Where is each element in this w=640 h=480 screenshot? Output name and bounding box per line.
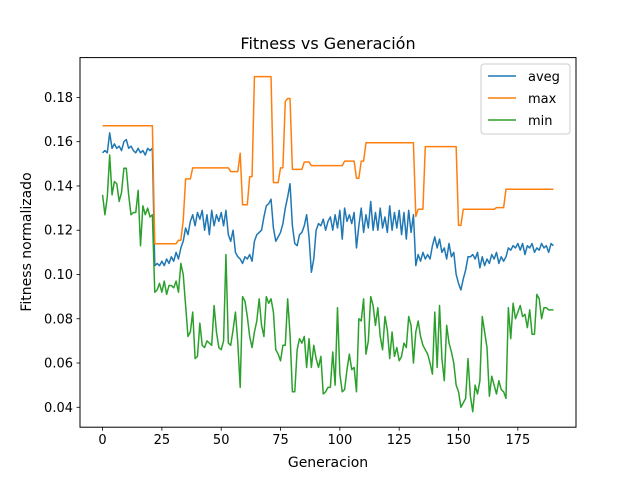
series-line-max <box>102 75 554 245</box>
y-tick-label: 0.12 <box>44 224 73 239</box>
x-tick-label: 50 <box>213 433 230 448</box>
x-tick-label: 25 <box>154 433 171 448</box>
y-tick-label: 0.08 <box>44 312 73 327</box>
legend-label-min: min <box>528 114 553 129</box>
y-axis-label: Fitness normalizado <box>19 172 35 311</box>
y-tick-label: 0.10 <box>44 268 73 283</box>
legend: aveg max min <box>480 63 571 135</box>
legend-label-aveg: aveg <box>528 70 560 85</box>
legend-box <box>480 63 571 135</box>
plot-frame <box>79 57 577 428</box>
x-tick-label: 100 <box>327 433 352 448</box>
y-tick-label: 0.14 <box>44 179 73 194</box>
y-tick-label: 0.16 <box>44 135 73 150</box>
series-line-aveg <box>102 132 554 291</box>
y-axis-ticks: 0.04 0.06 0.08 0.10 0.12 0.14 0.16 0.18 <box>44 91 80 416</box>
y-tick-label: 0.04 <box>44 401 73 416</box>
x-tick-label: 125 <box>387 433 412 448</box>
x-tick-label: 75 <box>272 433 289 448</box>
x-tick-label: 150 <box>446 433 471 448</box>
x-axis-ticks: 0 25 50 75 100 125 150 175 <box>98 427 530 448</box>
y-tick-label: 0.06 <box>44 357 73 372</box>
chart-title: Fitness vs Generación <box>240 34 415 53</box>
x-tick-label: 0 <box>98 433 106 448</box>
x-axis-label: Generacion <box>288 455 368 471</box>
y-tick-label: 0.18 <box>44 91 73 106</box>
legend-label-max: max <box>528 92 557 107</box>
plot-lines <box>101 75 554 413</box>
series-line-min <box>101 154 554 413</box>
x-tick-label: 175 <box>505 433 530 448</box>
